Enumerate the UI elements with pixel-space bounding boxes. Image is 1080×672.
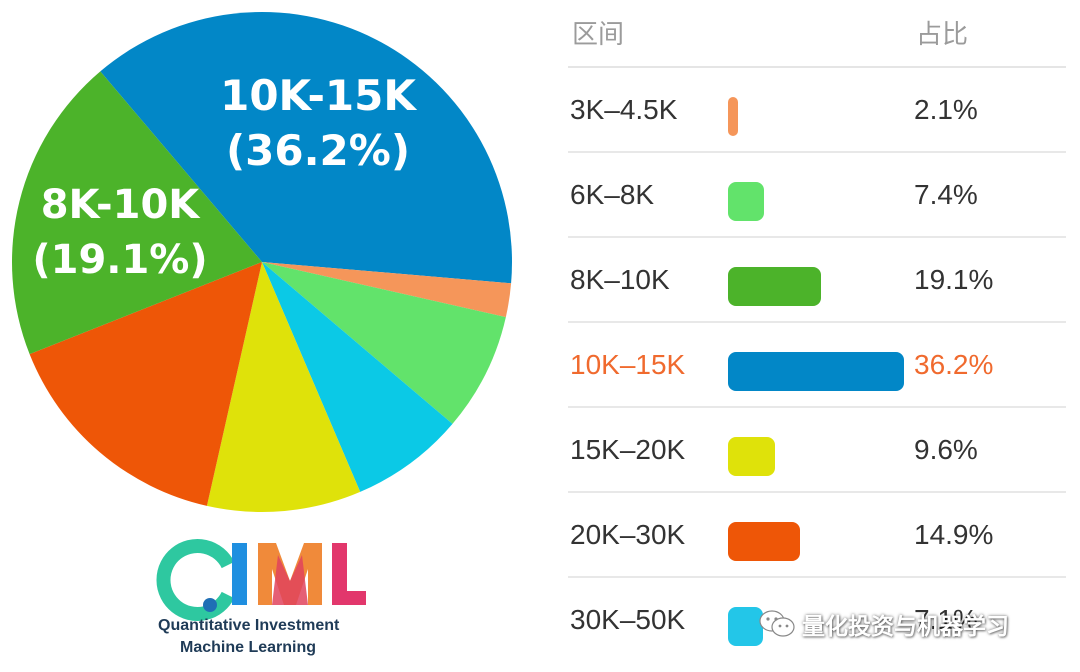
header-share: 占比 [916,20,969,50]
pie-chart: 10K-15K (36.2%) 8K-10K (19.1%) [11,11,513,512]
table-row: 3K–4.5K 2.1% [568,68,1066,153]
row-divider [568,321,1066,323]
row-pct: 7.4% [914,179,978,210]
pie-label-10k-15k-pct: (36.2%) [226,126,410,175]
header-divider [568,66,1066,68]
pie-slice-8k-10k [11,71,263,355]
logo-line1: Quantitative Investment [158,617,340,634]
pie-slices [11,11,513,512]
header-range: 区间 [572,20,625,50]
table-row: 8K–10K 19.1% [568,238,1066,323]
pie-slice-15k-20k [206,262,361,512]
table-row: 30K–50K 7.1% [568,578,1066,663]
row-pct: 7.1% [914,604,978,635]
row-bar [728,522,801,561]
row-bar [728,267,821,306]
row-pct: 36.2% [914,349,994,380]
pie-slice-6k-8k [262,262,506,424]
pie-slice-10k-15k [100,11,513,284]
pie-labels: 10K-15K (36.2%) 8K-10K (19.1%) [32,71,417,283]
row-label: 30K–50K [570,604,686,635]
qiml-logo-mark [156,539,366,621]
pie-slice-20k-30k [29,262,263,506]
table-row: 6K–8K 7.4% [568,153,1066,238]
table-row: 20K–30K 14.9% [568,493,1066,578]
row-bar [728,607,763,646]
table-row: 10K–15K 36.2% [568,323,1066,408]
logo-line2: Machine Learning [180,639,316,656]
row-divider [568,151,1066,153]
row-divider [568,491,1066,493]
row-bar [728,352,904,391]
row-label: 10K–15K [570,349,686,380]
row-bar [728,437,775,476]
row-pct: 9.6% [914,434,978,465]
row-label: 15K–20K [570,434,686,465]
row-label: 6K–8K [570,179,655,210]
table-row: 15K–20K 9.6% [568,408,1066,493]
range-table: 区间 占比 3K–4.5K 2.1% 6K–8K 7.4% 8K–10K 19.1% 10K… [568,0,1066,672]
row-divider [568,236,1066,238]
pie-slice-30k-50k [262,262,453,492]
row-label: 20K–30K [570,519,686,550]
pie-label-8k-10k-pct: (19.1%) [32,237,207,283]
row-label: 3K–4.5K [570,94,678,125]
watermark: 量化投资与机器学习 [758,604,1009,644]
pie-label-8k-10k-name: 8K-10K [41,182,202,228]
row-pct: 19.1% [914,264,994,295]
row-bar [728,97,739,136]
row-label: 8K–10K [570,264,670,295]
row-pct: 14.9% [914,519,994,550]
row-bar [728,182,764,221]
row-divider [568,576,1066,578]
wechat-icon [759,610,795,637]
row-pct: 2.1% [914,94,978,125]
pie-slice-3k-4.5k [262,262,512,318]
row-divider [568,406,1066,408]
pie-label-10k-15k-name: 10K-15K [220,71,417,120]
qiml-logo: Quantitative Investment Machine Learning [156,539,366,656]
watermark-text: 量化投资与机器学习 [802,614,1009,640]
